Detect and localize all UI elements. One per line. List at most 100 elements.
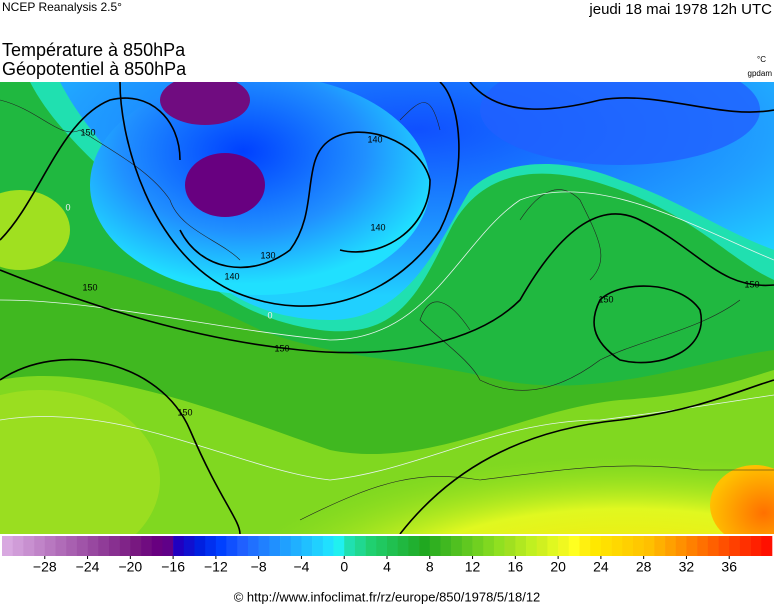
tick-label: 28 xyxy=(636,559,652,575)
contour-label: 130 xyxy=(260,250,275,260)
color-swatch xyxy=(226,536,238,556)
color-swatch xyxy=(600,536,612,556)
tick-label: 0 xyxy=(340,559,348,575)
contour-label: 150 xyxy=(177,407,192,417)
tick-label: 12 xyxy=(465,559,481,575)
source: NCEP Reanalysis 2.5° xyxy=(2,0,122,14)
color-swatch xyxy=(290,536,302,556)
color-swatch xyxy=(697,536,709,556)
color-swatch xyxy=(590,536,602,556)
color-swatch xyxy=(98,536,110,556)
tick-label: −4 xyxy=(293,559,309,575)
contour-label: 0 xyxy=(267,310,272,320)
color-swatch xyxy=(215,536,227,556)
color-swatch xyxy=(729,536,741,556)
tick-label: 8 xyxy=(426,559,434,575)
footer: © http://www.infoclimat.fr/rz/europe/850… xyxy=(234,589,541,604)
title: Géopotentiel à 850hPa xyxy=(2,59,187,79)
color-swatch xyxy=(611,536,623,556)
color-swatch xyxy=(568,536,580,556)
date: jeudi 18 mai 1978 12h UTC xyxy=(588,1,772,18)
color-swatch xyxy=(44,536,56,556)
color-swatch xyxy=(119,536,131,556)
color-swatch xyxy=(440,536,452,556)
color-swatch xyxy=(429,536,441,556)
color-swatch xyxy=(643,536,655,556)
contour-label: 150 xyxy=(598,294,613,304)
contour-label: 140 xyxy=(367,134,382,144)
unit: °C xyxy=(757,55,766,64)
tick-label: 16 xyxy=(508,559,524,575)
color-swatch xyxy=(665,536,677,556)
color-swatch xyxy=(301,536,313,556)
color-swatch xyxy=(258,536,270,556)
contour-label: 0 xyxy=(65,202,70,212)
tick-label: −20 xyxy=(118,559,142,575)
map: 150 140 130 140 140 150 150 150 150 150 0 0 xyxy=(0,82,774,534)
color-swatch xyxy=(707,536,719,556)
color-swatch xyxy=(247,536,259,556)
contour-label: 150 xyxy=(82,282,97,292)
color-swatch xyxy=(322,536,334,556)
color-swatch xyxy=(632,536,644,556)
color-swatch xyxy=(526,536,538,556)
color-swatch xyxy=(141,536,153,556)
tick-label: 20 xyxy=(550,559,566,575)
color-swatch xyxy=(515,536,527,556)
contour-label: 140 xyxy=(370,222,385,232)
color-swatch xyxy=(365,536,377,556)
unit: gpdam xyxy=(748,69,773,78)
contour-label: 150 xyxy=(80,127,95,137)
color-swatch xyxy=(654,536,666,556)
color-swatch xyxy=(387,536,398,556)
tick-label: 36 xyxy=(721,559,737,575)
color-swatch xyxy=(504,536,516,556)
color-swatch xyxy=(108,536,120,556)
color-swatch xyxy=(461,536,473,556)
contour-label: 150 xyxy=(274,343,289,353)
color-swatch xyxy=(66,536,78,556)
color-swatch xyxy=(76,536,88,556)
color-swatch xyxy=(483,536,495,556)
color-swatch xyxy=(130,536,142,556)
tick-label: −28 xyxy=(33,559,57,575)
color-swatch xyxy=(579,536,591,556)
contour-label: 140 xyxy=(224,271,239,281)
tick-label: −12 xyxy=(204,559,228,575)
tick-label: 24 xyxy=(593,559,609,575)
color-swatch xyxy=(354,536,366,556)
tick-label: −24 xyxy=(76,559,100,575)
color-swatch xyxy=(2,536,13,556)
color-swatch xyxy=(675,536,687,556)
color-swatch xyxy=(472,536,484,556)
color-swatch xyxy=(761,536,773,556)
color-swatch xyxy=(12,536,24,556)
color-swatch xyxy=(280,536,292,556)
contour-label: 150 xyxy=(744,279,759,289)
color-swatch xyxy=(237,536,249,556)
tick-label: −16 xyxy=(161,559,185,575)
color-swatch xyxy=(183,536,195,556)
tick-label: 4 xyxy=(383,559,391,575)
color-swatch xyxy=(269,536,281,556)
color-swatch xyxy=(536,536,548,556)
title: Température à 850hPa xyxy=(2,40,186,60)
color-swatch xyxy=(87,536,99,556)
color-swatch xyxy=(173,536,185,556)
color-swatch xyxy=(558,536,570,556)
color-swatch xyxy=(376,536,388,556)
color-swatch xyxy=(205,536,217,556)
color-swatch xyxy=(408,536,420,556)
tick-label: −8 xyxy=(251,559,267,575)
color-swatch xyxy=(34,536,46,556)
color-swatch xyxy=(451,536,463,556)
color-swatch xyxy=(750,536,762,556)
color-swatch xyxy=(686,536,698,556)
color-swatch xyxy=(333,536,345,556)
color-swatch xyxy=(312,536,324,556)
color-swatch xyxy=(622,536,634,556)
color-swatch xyxy=(547,536,559,556)
color-swatch xyxy=(55,536,67,556)
color-swatch xyxy=(344,536,356,556)
